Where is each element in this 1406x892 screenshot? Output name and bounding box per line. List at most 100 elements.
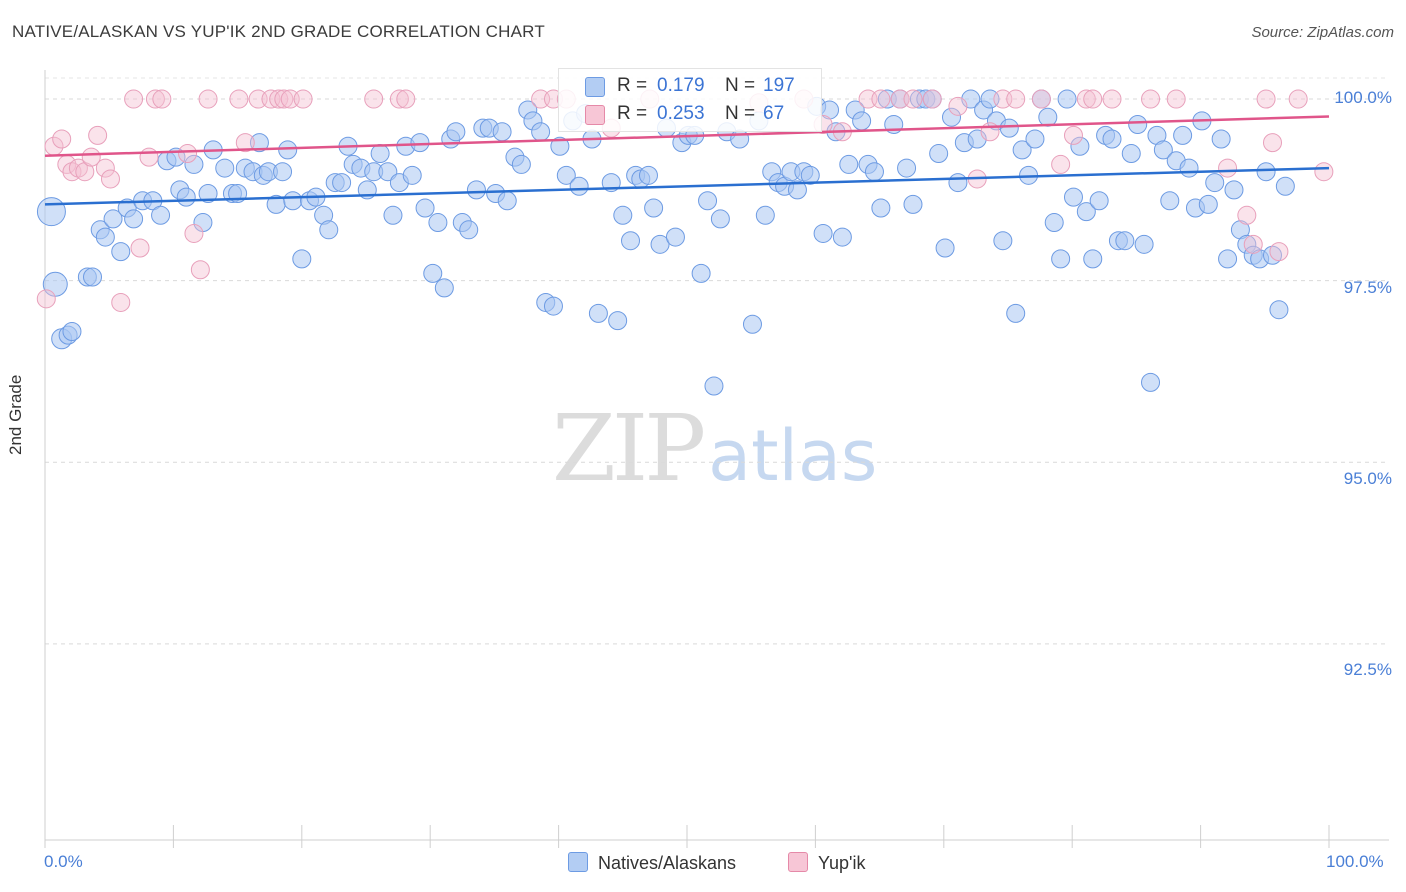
bottom-legend-swatch-pink (788, 852, 808, 872)
native-alaskan-point (1134, 234, 1154, 254)
legend-r-value: 0.253 (657, 103, 705, 124)
native-alaskan-point (864, 162, 884, 182)
yupik-point (190, 260, 210, 280)
native-alaskan-point (1224, 180, 1244, 200)
native-alaskan-trendline (44, 166, 1330, 206)
native-alaskan-point (942, 107, 962, 127)
native-alaskan-point (704, 376, 724, 396)
native-alaskan-point (111, 242, 131, 262)
native-alaskan-point (1025, 129, 1045, 149)
native-alaskan-point (423, 263, 443, 283)
yupik-point (100, 169, 120, 189)
yupik-point (1256, 89, 1276, 109)
native-alaskan-point (569, 176, 589, 196)
native-alaskan-point (1205, 173, 1225, 193)
native-alaskan-point (839, 154, 859, 174)
native-alaskan-point (402, 165, 422, 185)
yupik-point (871, 89, 891, 109)
yupik-point (139, 147, 159, 167)
legend-swatch-blue (585, 77, 605, 97)
native-alaskan-point (415, 198, 435, 218)
native-alaskan-point (1057, 89, 1077, 109)
native-alaskan-point (492, 122, 512, 142)
yupik-point (389, 89, 409, 109)
native-alaskan-point (903, 194, 923, 214)
bottom-legend-natives: Natives/Alaskans (568, 852, 736, 874)
native-alaskan-point (800, 165, 820, 185)
native-alaskan-point (644, 198, 664, 218)
legend-row-natives: R = 0.179 N = 197 (559, 72, 821, 100)
native-alaskan-point (1256, 162, 1276, 182)
native-alaskan-point (1089, 191, 1109, 211)
native-alaskan-point (124, 209, 144, 229)
native-alaskan-point (1070, 136, 1090, 156)
native-alaskan-point (1083, 249, 1103, 269)
native-alaskan-point (283, 191, 303, 211)
native-alaskan-point (511, 154, 531, 174)
native-alaskan-point (1121, 144, 1141, 164)
native-alaskan-point (1051, 249, 1071, 269)
native-alaskan-point (929, 144, 949, 164)
bottom-legend-yupik: Yup'ik (788, 852, 865, 874)
native-alaskan-point (459, 220, 479, 240)
native-alaskan-point (1102, 129, 1122, 149)
stats-legend: R = 0.179 N = 197 R = 0.253 N = 67 (558, 68, 822, 132)
native-alaskan-point (1211, 129, 1231, 149)
yupik-point (1031, 89, 1051, 109)
bottom-legend-label-natives: Natives/Alaskans (598, 853, 737, 873)
native-alaskan-point (332, 173, 352, 193)
yupik-point (1063, 125, 1083, 145)
yupik-point (1076, 89, 1096, 109)
native-alaskan-point (1269, 300, 1289, 320)
legend-r-label: R = (617, 103, 648, 124)
native-alaskan-point (383, 205, 403, 225)
native-alaskan-point (787, 180, 807, 200)
yupik-point (111, 292, 131, 312)
native-alaskan-point (319, 220, 339, 240)
native-alaskan-point (151, 205, 171, 225)
y-tick-label-92-5: 92.5% (1343, 660, 1392, 679)
native-alaskan-point (466, 180, 486, 200)
native-alaskan-point (1198, 194, 1218, 214)
native-alaskan-point (832, 227, 852, 247)
native-alaskan-point (497, 191, 517, 211)
yupik-point (1218, 158, 1238, 178)
native-alaskan-point (730, 129, 750, 149)
native-alaskan-point (691, 263, 711, 283)
native-alaskan-point (1128, 114, 1148, 134)
yupik-point (1006, 89, 1026, 109)
native-alaskan-point (999, 118, 1019, 138)
native-alaskan-point (588, 303, 608, 323)
native-alaskan-point (852, 111, 872, 131)
yupik-point (52, 129, 72, 149)
native-alaskan-point (292, 249, 312, 269)
native-alaskan-point (1263, 245, 1283, 265)
native-alaskan-point (215, 158, 235, 178)
legend-swatch-pink (585, 105, 605, 125)
y-tick-label-97-5: 97.5% (1343, 278, 1392, 297)
yupik-point (178, 144, 198, 164)
legend-row-yupik: R = 0.253 N = 67 (559, 100, 821, 128)
yupik-point (145, 89, 165, 109)
native-alaskan-point (36, 197, 66, 227)
yupik-point (68, 158, 88, 178)
native-alaskan-point (95, 227, 115, 247)
yupik-point (130, 238, 150, 258)
native-alaskan-point (993, 231, 1013, 251)
native-alaskan-point (1063, 187, 1083, 207)
yupik-point (95, 158, 115, 178)
yupik-point (124, 89, 144, 109)
native-alaskan-point (446, 122, 466, 142)
native-alaskan-point (278, 140, 298, 160)
native-alaskan-point (1153, 140, 1173, 160)
chart-title: NATIVE/ALASKAN VS YUP'IK 2ND GRADE CORRE… (12, 22, 545, 41)
native-alaskan-point (1179, 158, 1199, 178)
bottom-legend-label-yupik: Yup'ik (818, 853, 866, 873)
native-alaskan-point (543, 296, 563, 316)
native-alaskan-point (1006, 303, 1026, 323)
y-tick-label-95: 95.0% (1343, 469, 1392, 488)
native-alaskan-point (184, 154, 204, 174)
yupik-point (903, 89, 923, 109)
native-alaskan-point (370, 144, 390, 164)
